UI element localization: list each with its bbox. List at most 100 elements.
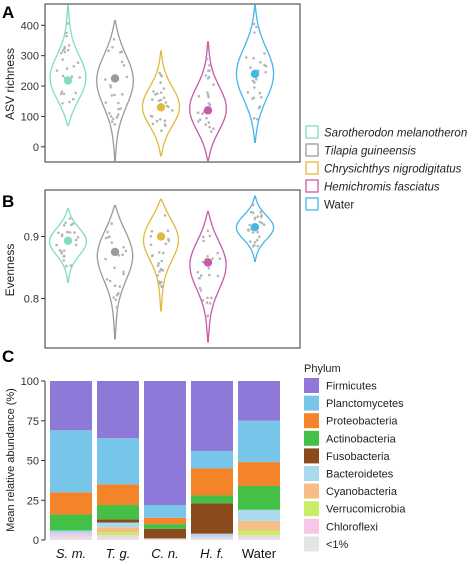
legend-label: Tilapia guineensis xyxy=(324,146,416,158)
data-point xyxy=(254,77,258,81)
data-point xyxy=(63,249,66,252)
bar-segment xyxy=(191,468,233,496)
data-point xyxy=(244,56,248,59)
data-point xyxy=(206,315,209,318)
legend-label: Verrucomicrobia xyxy=(326,504,406,516)
bar-segment xyxy=(50,492,92,515)
data-point xyxy=(252,22,256,26)
data-point xyxy=(163,214,167,217)
data-point xyxy=(198,286,202,290)
y-tick-label: 100 xyxy=(21,111,39,123)
data-point xyxy=(166,229,170,232)
legend-swatch xyxy=(304,518,319,534)
data-point xyxy=(201,260,205,264)
data-point xyxy=(264,70,267,74)
mean-marker xyxy=(250,222,260,232)
data-point xyxy=(263,52,266,55)
data-point xyxy=(116,113,120,116)
data-point xyxy=(165,104,169,108)
data-point xyxy=(160,129,163,132)
data-point xyxy=(65,34,68,38)
data-point xyxy=(57,231,60,235)
data-point xyxy=(161,269,165,272)
bar-segment xyxy=(238,462,280,486)
bar-segment xyxy=(144,505,186,518)
y-axis-title-c: Mean relative abundance (%) xyxy=(5,388,17,532)
legend-swatch xyxy=(304,413,319,429)
legend-label: Sarotherodon melanotheron xyxy=(324,128,467,140)
panel-label-b: B xyxy=(2,192,14,211)
legend-swatch xyxy=(304,483,319,499)
violin-outline xyxy=(235,4,275,143)
data-point xyxy=(117,291,120,295)
data-point xyxy=(116,115,119,119)
data-point xyxy=(68,217,72,220)
evenness-violin-plot: Evenness 0.8 0.9 xyxy=(3,189,301,349)
legend-label: Fusobacteria xyxy=(326,451,390,463)
data-point xyxy=(251,97,254,100)
data-point xyxy=(259,210,263,214)
data-point xyxy=(159,73,163,77)
data-point xyxy=(61,74,65,78)
data-point xyxy=(159,267,163,271)
data-point xyxy=(110,94,114,97)
data-point xyxy=(113,123,117,126)
data-point xyxy=(162,87,166,90)
x-ticks-c: S. m. T. g. C. n. H. f. Water xyxy=(56,546,277,561)
data-point xyxy=(154,93,157,96)
data-point xyxy=(108,235,111,238)
y-axis-title-b: Evenness xyxy=(3,244,17,297)
data-point xyxy=(152,90,155,93)
panel-label-c: C xyxy=(2,347,14,366)
data-point xyxy=(59,92,63,96)
data-point xyxy=(158,251,161,254)
data-point xyxy=(105,278,109,281)
data-point xyxy=(62,224,66,227)
plot-a-frame xyxy=(44,3,301,163)
data-point xyxy=(125,75,129,79)
bar-segment xyxy=(191,533,233,537)
violin-outline xyxy=(141,50,181,157)
data-point xyxy=(158,71,161,75)
data-point xyxy=(156,264,160,267)
data-point xyxy=(212,127,215,130)
data-point xyxy=(71,222,75,225)
data-point xyxy=(60,51,63,55)
data-point xyxy=(157,262,160,265)
bar-segment xyxy=(144,524,186,529)
data-point xyxy=(216,251,219,255)
data-point xyxy=(151,122,155,126)
data-point xyxy=(200,274,203,277)
bar-segment xyxy=(191,536,233,539)
data-point xyxy=(208,64,211,67)
y-tick-label: 200 xyxy=(21,81,39,93)
data-point xyxy=(208,69,211,72)
data-point xyxy=(201,299,205,302)
y-tick-label: 100 xyxy=(21,376,39,388)
bar-segment xyxy=(191,503,233,534)
panel-label-a: A xyxy=(2,3,14,22)
data-point xyxy=(167,237,170,241)
data-point xyxy=(255,238,259,242)
data-point xyxy=(109,85,113,89)
legend-label: Cyanobacteria xyxy=(326,486,398,498)
bar-segment xyxy=(50,381,92,431)
data-point xyxy=(61,102,64,105)
data-point xyxy=(255,117,259,121)
data-point xyxy=(196,111,200,114)
data-point xyxy=(63,254,66,258)
data-point xyxy=(121,93,124,96)
legend-swatch xyxy=(304,501,319,517)
data-point xyxy=(122,64,126,67)
data-point xyxy=(260,214,263,217)
violin-outline xyxy=(96,204,134,340)
data-point xyxy=(122,246,125,249)
data-point xyxy=(122,270,125,274)
mean-marker xyxy=(203,106,213,115)
data-point xyxy=(62,259,66,262)
data-point xyxy=(110,120,114,123)
violin-outline xyxy=(49,4,87,127)
stacked-abundance-bar-chart: Mean relative abundance (%) 0 25 50 75 100 S… xyxy=(5,376,280,561)
data-point xyxy=(256,244,260,248)
data-point xyxy=(257,106,261,110)
